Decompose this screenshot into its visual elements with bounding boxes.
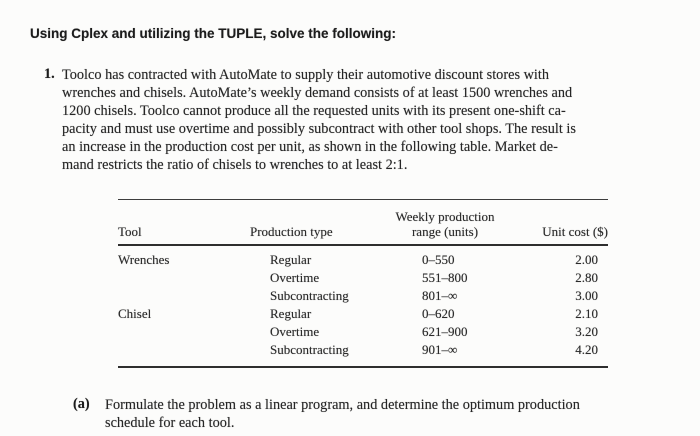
cell-production-type: Subcontracting [270,342,349,357]
cell-unit-cost: 2.00 [575,252,598,267]
col-header-unit-cost: Unit cost ($) [518,199,608,246]
problem-line: mand restricts the ratio of chisels to w… [62,157,408,173]
question-a-line: Formulate the problem as a linear progra… [105,397,580,413]
cell-tool [118,269,250,287]
cell-unit-cost: 2.80 [575,270,598,285]
cell-range: 0–550 [422,252,455,267]
cell-unit-cost: 3.20 [575,324,598,339]
cell-tool [118,341,250,367]
problem-number: 1. [44,66,55,82]
col-header-production-type: Production type [250,199,372,246]
cell-production-type: Overtime [270,324,320,339]
table-row: Chisel Regular 0–620 2.10 [118,305,608,323]
question-a: (a) Formulate the problem as a linear pr… [73,396,653,432]
col-header-range-line2: range (units) [411,224,479,239]
cell-production-type: Subcontracting [270,288,349,303]
cell-tool [118,287,250,305]
cell-unit-cost: 3.00 [575,288,598,303]
problem-1: 1. Toolco has contracted with AutoMate t… [44,66,644,174]
cell-tool: Chisel [118,306,152,321]
problem-line: wrenches and chisels. AutoMate’s weekly … [62,85,573,101]
table-row: Wrenches Regular 0–550 2.00 [118,245,608,269]
cell-range: 621–900 [422,324,468,339]
cell-tool: Wrenches [118,252,170,267]
cell-range: 801–∞ [422,288,458,303]
col-header-weekly-range: Weekly production range (units) [372,199,518,246]
table-row: Subcontracting 801–∞ 3.00 [118,287,608,305]
cell-tool [118,323,250,341]
page-title: Using Cplex and utilizing the TUPLE, sol… [30,26,397,41]
problem-line: Toolco has contracted with AutoMate to s… [62,67,549,83]
cell-production-type: Overtime [270,270,320,285]
cell-range: 901–∞ [422,342,458,357]
question-a-line: schedule for each tool. [105,415,235,431]
cell-production-type: Regular [270,306,312,321]
col-header-tool: Tool [118,199,250,246]
problem-line: pacity and must use overtime and possibl… [62,121,576,137]
question-a-label: (a) [73,396,90,412]
cell-range: 0–620 [422,306,455,321]
problem-text: Toolco has contracted with AutoMate to s… [62,66,644,174]
cell-unit-cost: 2.10 [575,306,598,321]
table-header-row: Tool Production type Weekly production r… [118,199,608,246]
problem-line: 1200 chisels. Toolco cannot produce all … [62,103,566,119]
table-row: Subcontracting 901–∞ 4.20 [118,341,608,367]
table-row: Overtime 551–800 2.80 [118,269,608,287]
production-table: Tool Production type Weekly production r… [118,199,608,368]
cell-range: 551–800 [422,270,468,285]
table-row: Overtime 621–900 3.20 [118,323,608,341]
question-a-text: Formulate the problem as a linear progra… [105,396,653,432]
cell-production-type: Regular [270,252,312,267]
cell-unit-cost: 4.20 [575,342,598,357]
col-header-range-line1: Weekly production [395,209,495,224]
problem-line: an increase in the production cost per u… [62,139,558,155]
